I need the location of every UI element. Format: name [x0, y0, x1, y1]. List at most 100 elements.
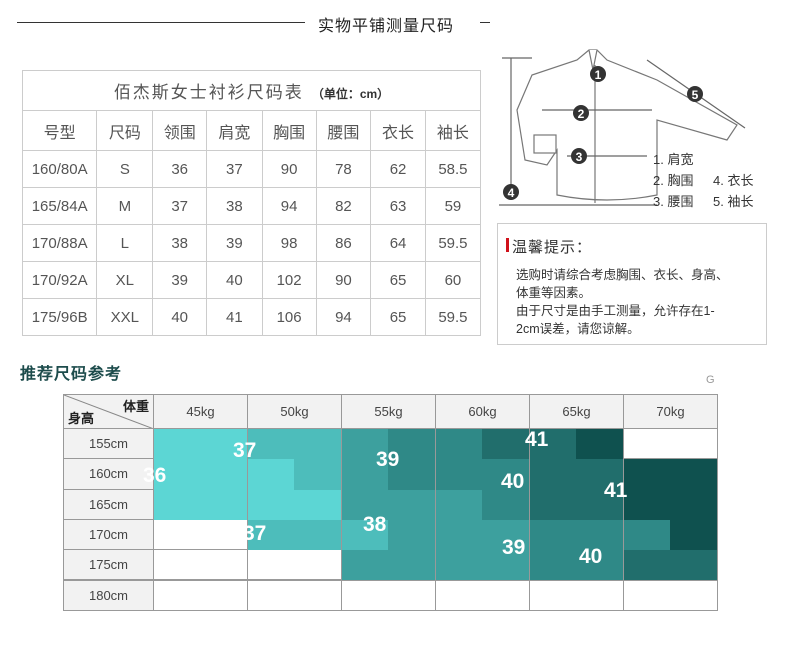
- table-cell: L: [96, 224, 154, 262]
- size-fill-39: [530, 550, 577, 581]
- legend-length: 4. 衣长: [713, 173, 754, 188]
- table-row: 160/80A S 36 37 90 78 62 58.5: [21, 150, 482, 188]
- grid-cell: [153, 518, 248, 551]
- tips-title: 温馨提示：: [512, 239, 593, 256]
- column-header: 胸围: [261, 110, 317, 151]
- size-fill-38: [436, 519, 483, 551]
- column-header: 号型: [21, 110, 98, 151]
- size-fill-40: [576, 489, 623, 520]
- weight-header: 70kg: [623, 394, 718, 429]
- table-row: 170/88A L 38 39 98 86 64 59.5: [21, 224, 482, 262]
- tip-line: 2cm误差，请您谅解。: [516, 322, 640, 336]
- grid-cell: [247, 549, 342, 581]
- size-fill-38: [388, 519, 435, 551]
- marker-2: 2: [578, 107, 585, 121]
- size-fill-37: [342, 519, 389, 551]
- size-fill-39: [576, 550, 623, 581]
- size-label: 40: [579, 545, 603, 568]
- unit-label: （单位：cm）: [311, 87, 390, 101]
- table-cell: 39: [152, 261, 208, 299]
- table-cell: 63: [370, 187, 426, 225]
- size-fill-41: [624, 489, 671, 520]
- size-label: 39: [502, 536, 526, 559]
- table-cell: 64: [370, 224, 426, 262]
- recommend-grid: 体重 身高 45kg 50kg 55kg 60kg 65kg 70kg 155cm 160cm 16…: [63, 394, 718, 611]
- shirt-measurement-diagram: 1 2 3 4 5 1. 肩宽 2. 胸围 3. 腰围 4. 衣长 5. 袖长: [497, 40, 790, 210]
- weight-header: 50kg: [247, 394, 342, 429]
- table-cell: 40: [206, 261, 263, 299]
- grid-cell: [341, 579, 436, 611]
- table-cell: 90: [261, 150, 317, 188]
- table-cell: 175/96B: [21, 298, 98, 336]
- size-fill-36: [200, 459, 247, 490]
- size-label: 38: [363, 513, 387, 536]
- table-cell: 86: [315, 224, 372, 262]
- column-header: 衣长: [370, 110, 426, 151]
- grid-cell: [153, 579, 248, 611]
- size-fill-40: [530, 429, 577, 460]
- size-fill-37: [294, 459, 341, 490]
- height-header: 165cm: [63, 488, 154, 520]
- column-header: 腰围: [315, 110, 372, 151]
- table-title-text: 佰杰斯女士衬衫尺码表: [113, 83, 304, 102]
- size-label: 41: [604, 479, 628, 502]
- size-fill-36: [294, 489, 341, 520]
- marker-3: 3: [576, 150, 583, 164]
- table-cell: 38: [152, 224, 208, 262]
- size-fill-40: [530, 489, 577, 520]
- size-fill-37: [294, 429, 341, 460]
- table-cell: 90: [315, 261, 372, 299]
- size-fill-40: [670, 550, 717, 581]
- size-fill-38: [342, 489, 389, 520]
- size-label: 37: [233, 439, 257, 462]
- size-label: 40: [501, 470, 525, 493]
- table-cell: 106: [261, 298, 317, 336]
- height-header: 175cm: [63, 549, 154, 581]
- table-cell: 41: [206, 298, 263, 336]
- grid-cell: [153, 549, 248, 581]
- size-fill-38: [342, 550, 389, 581]
- table-cell: 59.5: [424, 224, 482, 262]
- weight-header: 60kg: [435, 394, 530, 429]
- size-fill-40: [624, 550, 671, 581]
- tips-accent-bar: [506, 238, 509, 252]
- table-cell: 37: [206, 150, 263, 188]
- size-table: 佰杰斯女士衬衫尺码表 （单位：cm） 号型 尺码 领围 肩宽 胸围 腰围 衣长 袖长 160/8…: [21, 70, 482, 336]
- corner-cell: 体重 身高: [63, 394, 154, 429]
- measurement-markers: 1 2 3 4 5: [503, 66, 703, 200]
- size-fill-38: [436, 550, 483, 581]
- weight-header: 45kg: [153, 394, 248, 429]
- weight-header: 65kg: [529, 394, 624, 429]
- page-title: 实物平铺测量尺码: [318, 18, 455, 35]
- column-header: 领围: [152, 110, 208, 151]
- table-cell: 170/92A: [21, 261, 98, 299]
- tip-line: 体重等因素。: [516, 286, 592, 300]
- column-header: 尺码: [96, 110, 154, 151]
- marker-4: 4: [508, 186, 515, 200]
- size-fill-38: [482, 550, 529, 581]
- grid-cell: [435, 579, 530, 611]
- table-cell: 65: [370, 298, 426, 336]
- table-cell: 94: [315, 298, 372, 336]
- size-fill-38: [342, 459, 389, 490]
- legend-chest: 2. 胸围: [653, 173, 694, 188]
- table-cell: XL: [96, 261, 154, 299]
- size-fill-38: [388, 550, 435, 581]
- size-fill-41: [670, 489, 717, 520]
- recommend-title: 推荐尺码参考: [20, 366, 123, 383]
- size-label: 36: [143, 464, 167, 487]
- size-fill-39: [482, 459, 529, 490]
- size-table-title: 佰杰斯女士衬衫尺码表 （单位：cm）: [22, 70, 481, 111]
- size-fill-36: [154, 459, 201, 490]
- grid-cell: [623, 579, 718, 611]
- size-fill-36: [200, 429, 247, 460]
- marker-5: 5: [692, 88, 699, 102]
- tips-box: 温馨提示： 选购时请综合考虑胸围、衣长、身高、 体重等因素。 由于尺寸是由手工测…: [497, 223, 767, 345]
- header-divider-right: [480, 22, 490, 23]
- header-divider-left: [17, 22, 305, 23]
- shirt-icon: 1 2 3 4 5: [499, 49, 746, 206]
- legend-sleeve: 5. 袖长: [713, 194, 754, 209]
- table-cell: S: [96, 150, 154, 188]
- size-fill-40: [576, 459, 623, 490]
- size-fill-39: [482, 489, 529, 520]
